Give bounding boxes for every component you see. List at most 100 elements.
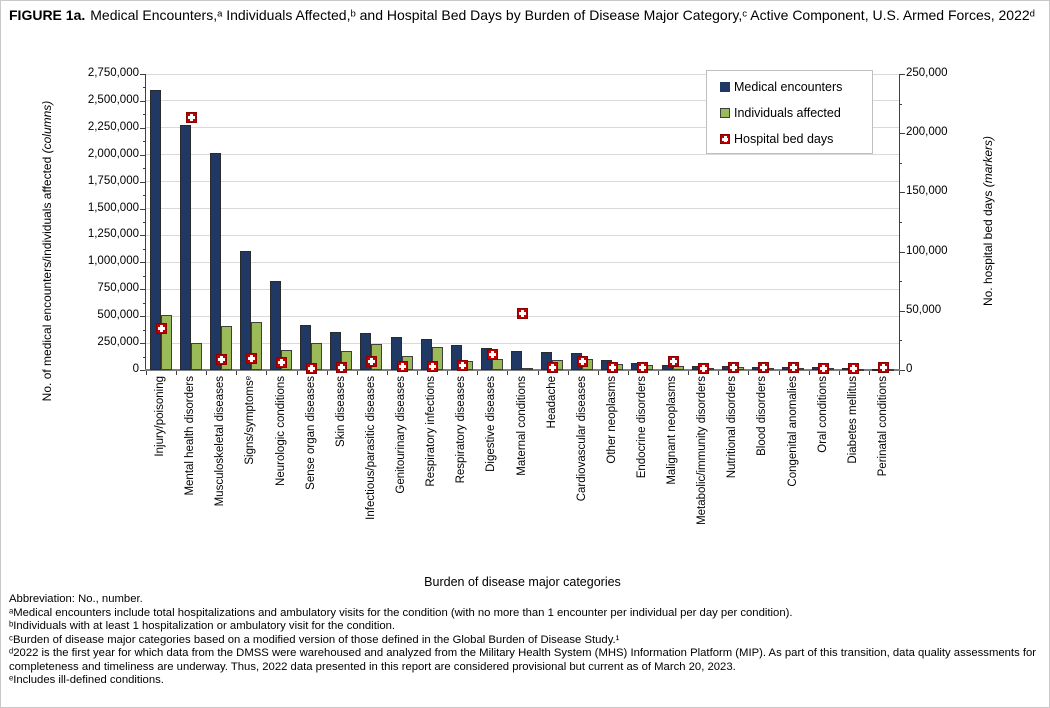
bed-days-marker	[306, 362, 318, 374]
y-axis-tick	[140, 262, 146, 264]
bed-days-marker	[667, 355, 679, 367]
category-label: Cardiovascular diseases	[575, 376, 588, 502]
encounters-bar	[360, 332, 372, 370]
x-axis-tick	[386, 371, 388, 375]
y-axis-tick	[140, 343, 146, 345]
x-axis-title: Burden of disease major categories	[424, 575, 621, 589]
y-axis-minor-tick	[143, 329, 146, 331]
gridline	[146, 261, 899, 263]
individuals-bar	[160, 315, 172, 370]
bed-days-marker	[486, 349, 498, 361]
bed-days-marker	[637, 362, 649, 374]
x-axis-tick	[778, 371, 780, 375]
y-axis-minor-tick	[143, 248, 146, 250]
x-axis-tick	[326, 371, 328, 375]
y-axis-tick-label: 750,000	[97, 282, 139, 295]
bed-days-marker	[456, 359, 468, 371]
right-axis-title: No. hospital bed days (markers)	[981, 135, 995, 307]
x-axis-tick	[477, 371, 479, 375]
y-axis-minor-tick	[143, 87, 146, 89]
category-label: Other neoplasms	[605, 376, 618, 464]
bed-days-marker	[547, 362, 559, 374]
individuals-bar	[190, 343, 202, 370]
category-label: Signs/symptomsᵉ	[244, 376, 257, 465]
x-axis-tick	[838, 371, 840, 375]
legend-label: Individuals affected	[734, 106, 841, 120]
y-axis-tick-label: 500,000	[97, 309, 139, 322]
bed-days-marker	[276, 357, 288, 369]
gridline	[146, 288, 899, 290]
bed-days-marker	[727, 362, 739, 374]
encounters-bar	[149, 90, 161, 370]
y-axis-tick-label: 2,000,000	[87, 147, 139, 160]
x-axis-tick	[236, 371, 238, 375]
right-axis-tick-label: 200,000	[906, 126, 948, 139]
category-label: Musculoskeletal diseases	[214, 376, 227, 507]
right-axis-line	[899, 74, 900, 371]
right-axis-tick-label: 250,000	[906, 67, 948, 79]
bed-days-marker	[757, 362, 769, 374]
x-axis-tick	[688, 371, 690, 375]
gridline	[146, 181, 899, 183]
y-axis-tick	[140, 208, 146, 210]
x-axis-tick	[176, 371, 178, 375]
individuals-bar	[672, 366, 684, 370]
right-axis-tick	[899, 310, 905, 312]
y-axis-minor-tick	[143, 275, 146, 277]
bed-days-marker	[396, 360, 408, 372]
y-axis-minor-tick	[143, 195, 146, 197]
y-axis-tick	[140, 181, 146, 183]
y-axis-tick-label: 2,750,000	[87, 67, 139, 79]
right-axis-minor-tick	[899, 340, 902, 342]
y-axis-tick	[140, 316, 146, 318]
right-axis-tick-label: 0	[906, 363, 913, 375]
category-label: Genitourinary diseases	[395, 376, 408, 494]
y-axis-tick-label: 2,500,000	[87, 93, 139, 106]
category-label: Diabetes mellitus	[846, 376, 859, 464]
chart-legend: Medical encounters Individuals affected …	[706, 70, 873, 154]
category-label: Perinatal conditions	[876, 376, 889, 477]
x-axis-tick	[868, 371, 870, 375]
gridline	[146, 342, 899, 344]
y-axis-tick	[140, 100, 146, 102]
x-axis-tick	[808, 371, 810, 375]
encounters-bar	[330, 331, 342, 370]
x-axis-tick	[296, 371, 298, 375]
y-axis-tick	[140, 289, 146, 291]
legend-label: Medical encounters	[734, 80, 843, 94]
legend-label: Hospital bed days	[734, 132, 834, 146]
y-axis-minor-tick	[143, 302, 146, 304]
footnote: ᶜBurden of disease major categories base…	[9, 633, 620, 646]
x-axis-tick	[356, 371, 358, 375]
y-axis-tick	[140, 154, 146, 156]
x-axis-tick	[537, 371, 539, 375]
y-axis-tick	[140, 127, 146, 129]
legend-item-individuals-affected: Individuals affected	[720, 105, 841, 121]
x-axis-tick	[658, 371, 660, 375]
bed-days-marker	[155, 323, 167, 335]
footnotes: Abbreviation: No., number. ᵃMedical encou…	[9, 593, 1045, 688]
y-axis-minor-tick	[143, 356, 146, 358]
encounters-bar	[511, 351, 522, 370]
bed-days-marker	[336, 361, 348, 373]
category-label: Mental health disorders	[184, 376, 197, 496]
category-label: Skin diseases	[334, 376, 347, 447]
legend-item-medical-encounters: Medical encounters	[720, 79, 842, 95]
y-axis-tick	[140, 235, 146, 237]
bed-days-marker	[818, 363, 830, 375]
gridline	[146, 234, 899, 236]
y-axis-tick	[140, 74, 146, 75]
category-label: Blood disorders	[756, 376, 769, 456]
gridline	[146, 100, 899, 102]
y-axis-tick-label: 1,500,000	[87, 201, 139, 214]
right-axis-tick-label: 50,000	[906, 303, 942, 316]
bed-days-marker	[577, 356, 589, 368]
right-axis-tick	[899, 251, 905, 253]
bed-days-marker	[697, 362, 709, 374]
bed-days-marker-icon	[720, 134, 730, 144]
y-axis-minor-tick	[143, 168, 146, 170]
y-axis-minor-tick	[143, 114, 146, 116]
x-axis-tick	[417, 371, 419, 375]
footnote: ᵈ2022 is the first year for which data f…	[9, 647, 1037, 673]
